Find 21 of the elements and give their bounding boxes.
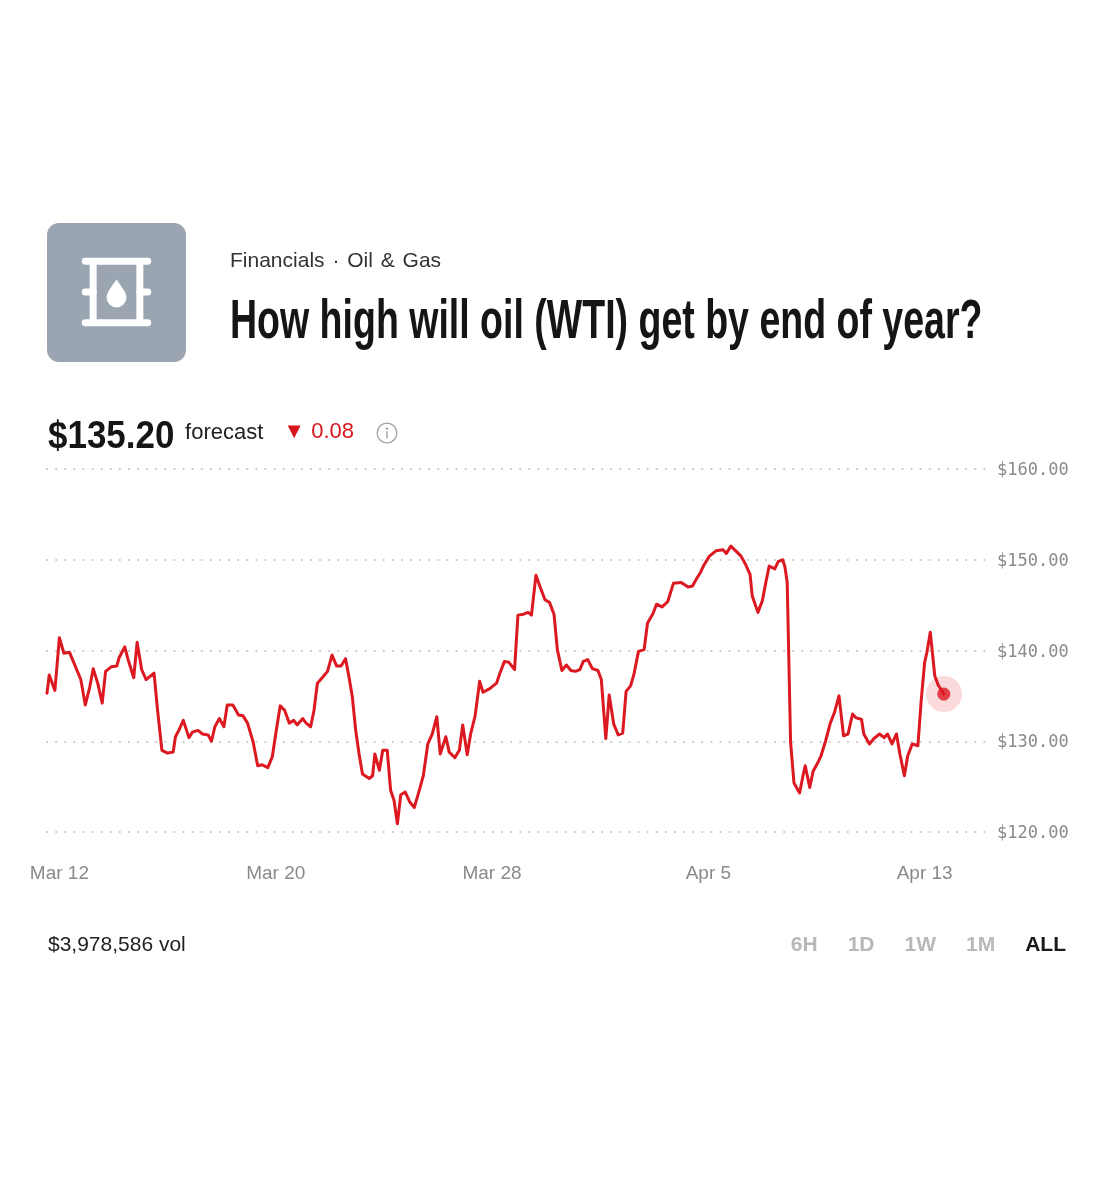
x-tick-label: Mar 12 (29, 862, 89, 883)
text: $135.20 (48, 414, 175, 456)
text: 1D (847, 932, 875, 955)
text: 1W (904, 932, 936, 955)
text: 1M (965, 932, 996, 955)
y-tick-label: $160.00 (997, 459, 1069, 479)
text: forecast (185, 419, 264, 444)
chart-title: How high will oil (WTI) get by end of year? (230, 287, 983, 350)
chart-subtitle: Financials · Oil & Gas (230, 248, 442, 271)
text: 6H (790, 932, 818, 955)
y-tick-label: $150.00 (997, 549, 1069, 570)
x-tick-label: Apr 13 (896, 862, 953, 883)
text: $3,978,586 vol (48, 932, 186, 955)
x-tick-label: Mar 28 (462, 862, 522, 883)
text: ▼ 0.08 (283, 418, 355, 443)
text: ALL (1025, 932, 1066, 955)
y-tick-label: $120.00 (997, 822, 1069, 842)
y-tick-label: $130.00 (997, 731, 1069, 752)
x-tick-label: Apr 5 (685, 862, 732, 883)
x-tick-label: Mar 20 (246, 862, 306, 883)
y-tick-label: $140.00 (997, 640, 1069, 661)
